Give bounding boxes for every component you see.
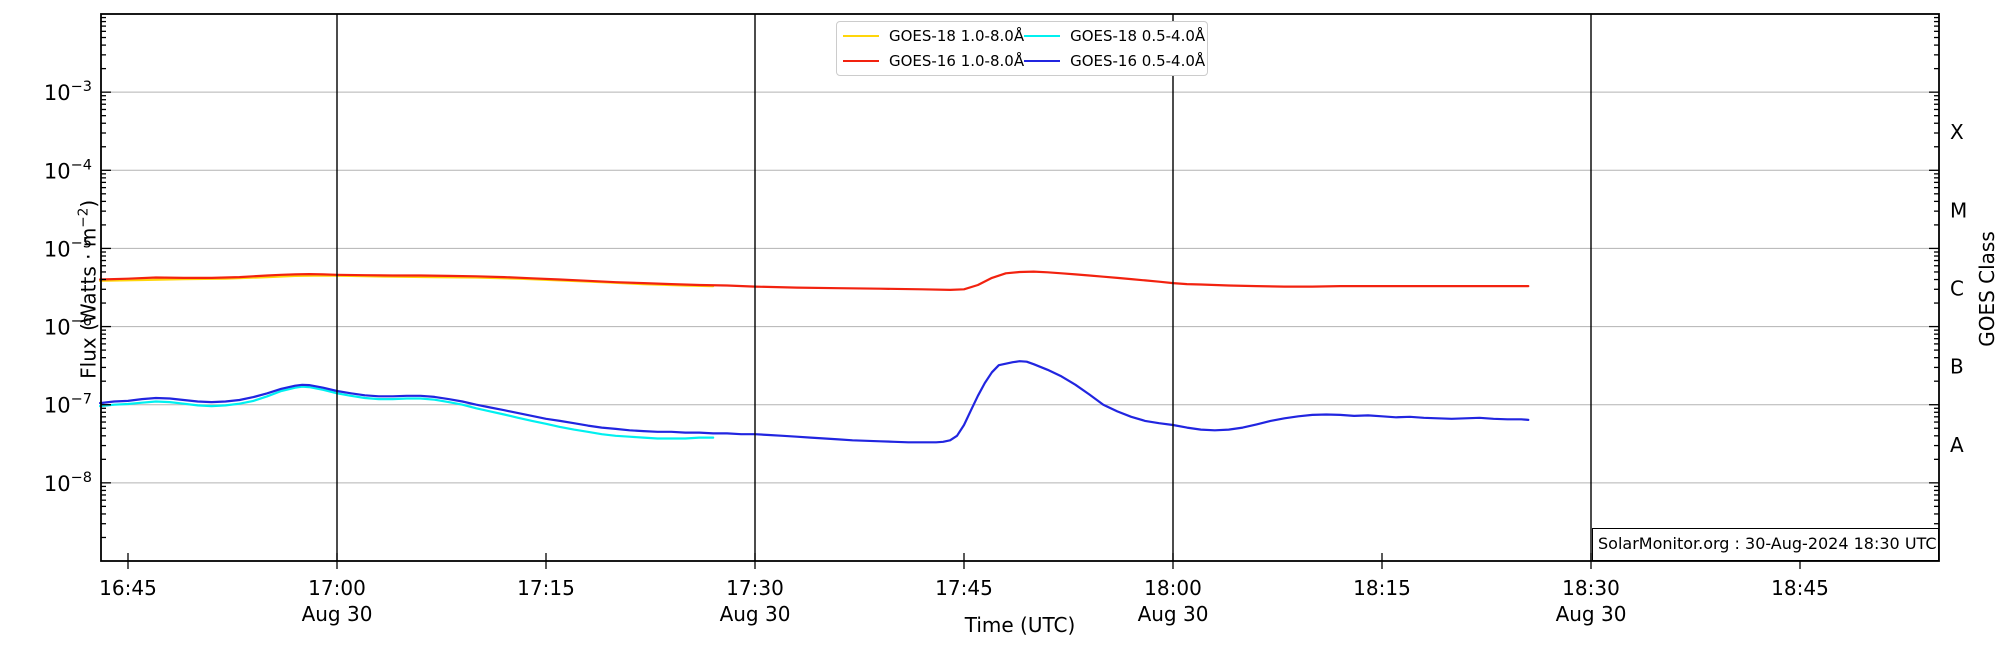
x-tick-label: 18:15 bbox=[1353, 576, 1411, 600]
legend-label: GOES-18 1.0-8.0Å bbox=[889, 27, 1025, 46]
goes-class-label-a: A bbox=[1950, 433, 1964, 457]
legend-label: GOES-16 0.5-4.0Å bbox=[1070, 51, 1206, 70]
y-tick-label: 10−4 bbox=[44, 157, 92, 183]
legend-line-swatch-goes16-short bbox=[1024, 59, 1061, 62]
right-axis-title: GOES Class bbox=[1975, 231, 1999, 347]
day-boundary-lines bbox=[336, 14, 1592, 561]
x-tick-label: 17:30 bbox=[726, 576, 784, 600]
horizontal-gridlines bbox=[101, 91, 1939, 484]
axis-ticks bbox=[101, 16, 1939, 569]
goes-class-label-c: C bbox=[1950, 277, 1964, 301]
x-tick-sublabel: Aug 30 bbox=[720, 602, 791, 626]
goes-class-label-x: X bbox=[1950, 120, 1964, 144]
x-axis-title: Time (UTC) bbox=[964, 613, 1076, 637]
goes-class-labels: X M C B A bbox=[1950, 120, 1967, 457]
legend: GOES-18 1.0-8.0Å GOES-16 1.0-8.0Å GOES-1… bbox=[836, 21, 1208, 76]
legend-label: GOES-18 0.5-4.0Å bbox=[1070, 27, 1206, 46]
goes-class-label-b: B bbox=[1950, 355, 1964, 379]
x-tick-sublabel: Aug 30 bbox=[1138, 602, 1209, 626]
y-tick-label: 10−7 bbox=[44, 392, 92, 418]
legend-item: GOES-18 1.0-8.0Å bbox=[843, 25, 1024, 47]
legend-item: GOES-16 1.0-8.0Å bbox=[843, 50, 1024, 72]
y-tick-label: 10−5 bbox=[44, 235, 92, 261]
y-tick-label: 10−3 bbox=[44, 79, 92, 105]
x-tick-label: 17:00 bbox=[308, 576, 366, 600]
watermark-credit: SolarMonitor.org : 30-Aug-2024 18:30 UTC bbox=[1592, 528, 1939, 561]
x-tick-sublabel: Aug 30 bbox=[1556, 602, 1627, 626]
y-tick-label: 10−6 bbox=[44, 314, 92, 340]
x-tick-sublabel: Aug 30 bbox=[302, 602, 373, 626]
legend-line-swatch-goes18-short bbox=[1024, 35, 1061, 38]
x-tick-label: 17:15 bbox=[517, 576, 575, 600]
x-tick-label: 18:45 bbox=[1771, 576, 1829, 600]
y-axis-title: Flux (Watts · m−2) bbox=[75, 199, 101, 379]
plot-border bbox=[100, 13, 1940, 562]
goes-class-label-m: M bbox=[1950, 198, 1967, 222]
legend-item: GOES-18 0.5-4.0Å bbox=[1024, 25, 1205, 47]
legend-line-swatch-goes16-long bbox=[843, 59, 879, 62]
x-tick-label: 16:45 bbox=[99, 576, 157, 600]
y-axis-tick-labels: 10−3 10−4 10−5 10−6 10−7 10−8 bbox=[44, 79, 92, 496]
data-series-lines bbox=[99, 270, 1530, 444]
x-tick-label: 18:00 bbox=[1144, 576, 1202, 600]
x-tick-label: 18:30 bbox=[1562, 576, 1620, 600]
series-line-goes-16-0-5-4-0- bbox=[99, 360, 1530, 444]
y-axis-title-exponent: −2 bbox=[75, 207, 92, 228]
series-line-goes-16-1-0-8-0- bbox=[99, 270, 1530, 291]
legend-label: GOES-16 1.0-8.0Å bbox=[889, 51, 1025, 70]
x-tick-label: 17:45 bbox=[935, 576, 993, 600]
legend-item: GOES-16 0.5-4.0Å bbox=[1024, 50, 1205, 72]
series-line-goes-18-0-5-4-0- bbox=[99, 385, 715, 440]
y-tick-label: 10−8 bbox=[44, 470, 92, 496]
legend-line-swatch-goes18-long bbox=[843, 35, 879, 38]
